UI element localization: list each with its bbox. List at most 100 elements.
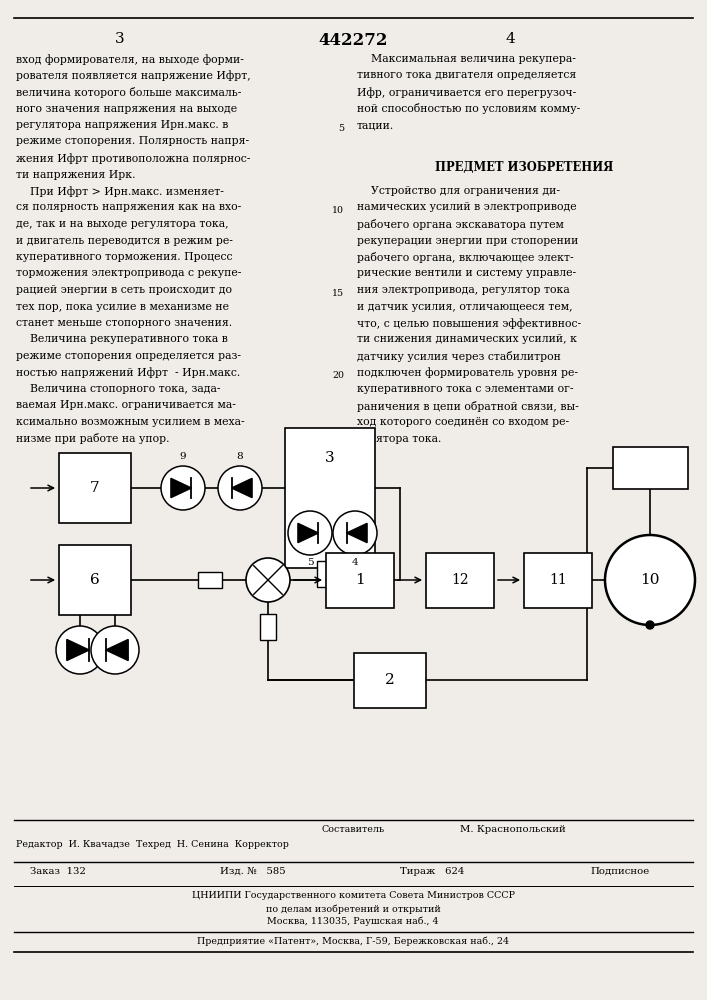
Bar <box>198 572 222 588</box>
Circle shape <box>56 626 104 674</box>
Text: 1: 1 <box>355 573 365 587</box>
Text: ти снижения динамических усилий, к: ти снижения динамических усилий, к <box>357 334 577 344</box>
Polygon shape <box>298 523 318 543</box>
Text: ход которого соединён со входом ре-: ход которого соединён со входом ре- <box>357 417 569 427</box>
Text: 20: 20 <box>332 371 344 380</box>
Text: 3: 3 <box>115 32 125 46</box>
Bar <box>285 428 375 568</box>
Text: Максимальная величина рекупера-: Максимальная величина рекупера- <box>357 54 576 64</box>
Text: рователя появляется напряжение Ифрт,: рователя появляется напряжение Ифрт, <box>16 70 251 81</box>
Text: Величина рекуперативного тока в: Величина рекуперативного тока в <box>16 334 228 344</box>
Text: Предприятие «Патент», Москва, Г-59, Бережковская наб., 24: Предприятие «Патент», Москва, Г-59, Бере… <box>197 937 509 946</box>
Text: ного значения напряжения на выходе: ного значения напряжения на выходе <box>16 104 237 113</box>
Polygon shape <box>171 478 192 498</box>
Text: ПРЕДМЕТ ИЗОБРЕТЕНИЯ: ПРЕДМЕТ ИЗОБРЕТЕНИЯ <box>435 161 613 174</box>
Text: 442272: 442272 <box>318 32 387 49</box>
Text: 4: 4 <box>505 32 515 46</box>
Text: ся полярность напряжения как на вхо-: ся полярность напряжения как на вхо- <box>16 202 241 213</box>
Text: Ифр, ограничивается его перегрузоч-: Ифр, ограничивается его перегрузоч- <box>357 87 576 98</box>
Text: намических усилий в электроприводе: намических усилий в электроприводе <box>357 202 577 213</box>
Text: вход формирователя, на выходе форми-: вход формирователя, на выходе форми- <box>16 54 244 65</box>
Text: Устройство для ограничения ди-: Устройство для ограничения ди- <box>357 186 560 196</box>
Text: режиме стопорения. Полярность напря-: режиме стопорения. Полярность напря- <box>16 136 249 146</box>
Text: 15: 15 <box>332 289 344 298</box>
Polygon shape <box>231 478 252 498</box>
Text: 10: 10 <box>641 573 660 587</box>
Text: 8: 8 <box>237 452 243 461</box>
Text: подключен формирователь уровня ре-: подключен формирователь уровня ре- <box>357 367 578 378</box>
Text: 6: 6 <box>90 573 100 587</box>
Polygon shape <box>346 523 367 543</box>
Bar <box>354 652 426 708</box>
Text: режиме стопорения определяется раз-: режиме стопорения определяется раз- <box>16 351 241 361</box>
Circle shape <box>288 511 332 555</box>
Polygon shape <box>66 639 89 661</box>
Text: М. Краснопольский: М. Краснопольский <box>460 825 566 834</box>
Text: 5: 5 <box>338 124 344 133</box>
Text: ваемая Ирн.макс. ограничивается ма-: ваемая Ирн.макс. ограничивается ма- <box>16 400 236 410</box>
Text: 11: 11 <box>549 573 567 587</box>
Bar <box>59 453 131 523</box>
Text: рабочего органа экскаватора путем: рабочего органа экскаватора путем <box>357 219 564 230</box>
Text: ти напряжения Ирк.: ти напряжения Ирк. <box>16 169 136 180</box>
Circle shape <box>646 621 654 629</box>
Bar <box>326 552 394 607</box>
Text: Составитель: Составитель <box>322 825 385 834</box>
Circle shape <box>333 511 377 555</box>
Text: 3: 3 <box>325 451 335 465</box>
Text: и двигатель переводится в режим ре-: и двигатель переводится в режим ре- <box>16 235 233 245</box>
Text: 7: 7 <box>90 481 100 495</box>
Text: ксимально возможным усилием в меха-: ксимально возможным усилием в меха- <box>16 417 245 427</box>
Text: гулятора тока.: гулятора тока. <box>357 434 441 444</box>
Text: куперативного тока с элементами ог-: куперативного тока с элементами ог- <box>357 384 573 394</box>
Text: Подписное: Подписное <box>590 867 649 876</box>
Polygon shape <box>106 639 128 661</box>
Text: При Ифрт > Ирн.макс. изменяет-: При Ифрт > Ирн.макс. изменяет- <box>16 186 224 197</box>
Text: тации.: тации. <box>357 120 395 130</box>
Bar <box>426 552 494 607</box>
Text: Изд. №   585: Изд. № 585 <box>220 867 286 876</box>
Bar <box>317 561 333 587</box>
Text: рические вентили и систему управле-: рические вентили и систему управле- <box>357 268 576 278</box>
Text: Заказ  132: Заказ 132 <box>30 867 86 876</box>
Text: тивного тока двигателя определяется: тивного тока двигателя определяется <box>357 70 576 81</box>
Text: торможения электропривода с рекупе-: торможения электропривода с рекупе- <box>16 268 241 278</box>
Text: Тираж   624: Тираж 624 <box>400 867 464 876</box>
Bar <box>260 614 276 640</box>
Text: де, так и на выходе регулятора тока,: де, так и на выходе регулятора тока, <box>16 219 228 229</box>
Text: 4: 4 <box>351 558 358 567</box>
Text: низме при работе на упор.: низме при работе на упор. <box>16 434 170 444</box>
Bar <box>612 447 687 489</box>
Text: раничения в цепи обратной связи, вы-: раничения в цепи обратной связи, вы- <box>357 400 579 412</box>
Text: тех пор, пока усилие в механизме не: тех пор, пока усилие в механизме не <box>16 302 229 312</box>
Text: регулятора напряжения Ирн.макс. в: регулятора напряжения Ирн.макс. в <box>16 120 228 130</box>
Text: рацией энергии в сеть происходит до: рацией энергии в сеть происходит до <box>16 285 232 295</box>
Text: 5: 5 <box>307 558 313 567</box>
Text: 10: 10 <box>332 206 344 215</box>
Text: что, с целью повышения эффективнос-: что, с целью повышения эффективнос- <box>357 318 581 329</box>
Text: куперативного торможения. Процесс: куперативного торможения. Процесс <box>16 252 233 262</box>
Text: датчику усилия через стабилитрон: датчику усилия через стабилитрон <box>357 351 561 362</box>
Circle shape <box>91 626 139 674</box>
Bar <box>524 552 592 607</box>
Text: рекуперации энергии при стопорении: рекуперации энергии при стопорении <box>357 235 578 245</box>
Text: ной способностью по условиям комму-: ной способностью по условиям комму- <box>357 104 580 114</box>
Text: Величина стопорного тока, зада-: Величина стопорного тока, зада- <box>16 384 221 394</box>
Text: 9: 9 <box>180 452 187 461</box>
Bar <box>59 545 131 615</box>
Circle shape <box>246 558 290 602</box>
Text: по делам изобретений и открытий: по делам изобретений и открытий <box>266 904 440 914</box>
Circle shape <box>605 535 695 625</box>
Text: рабочего органа, включающее элект-: рабочего органа, включающее элект- <box>357 252 573 263</box>
Circle shape <box>161 466 205 510</box>
Text: ностью напряжений Ифрт  - Ирн.макс.: ностью напряжений Ифрт - Ирн.макс. <box>16 367 240 378</box>
Text: величина которого больше максималь-: величина которого больше максималь- <box>16 87 241 98</box>
Text: станет меньше стопорного значения.: станет меньше стопорного значения. <box>16 318 232 328</box>
Text: 12: 12 <box>451 573 469 587</box>
Text: Москва, 113035, Раушская наб., 4: Москва, 113035, Раушская наб., 4 <box>267 917 439 926</box>
Text: Редактор  И. Квачадзе  Техред  Н. Сенина  Корректор: Редактор И. Квачадзе Техред Н. Сенина Ко… <box>16 840 289 849</box>
Text: 2: 2 <box>385 673 395 687</box>
Text: ЦНИИПИ Государственного комитета Совета Министров СССР: ЦНИИПИ Государственного комитета Совета … <box>192 891 515 900</box>
Circle shape <box>218 466 262 510</box>
Text: и датчик усилия, отличающееся тем,: и датчик усилия, отличающееся тем, <box>357 302 573 312</box>
